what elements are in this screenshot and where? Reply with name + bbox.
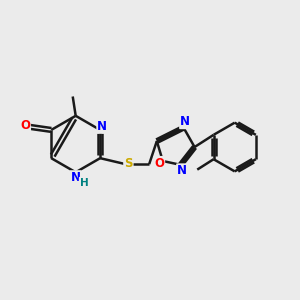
Text: N: N [97, 120, 107, 133]
Text: N: N [180, 115, 190, 128]
Text: H: H [80, 178, 88, 188]
Text: O: O [154, 157, 164, 170]
Text: N: N [71, 171, 81, 184]
Text: O: O [20, 119, 30, 132]
Text: N: N [177, 164, 187, 177]
Text: S: S [124, 157, 133, 170]
